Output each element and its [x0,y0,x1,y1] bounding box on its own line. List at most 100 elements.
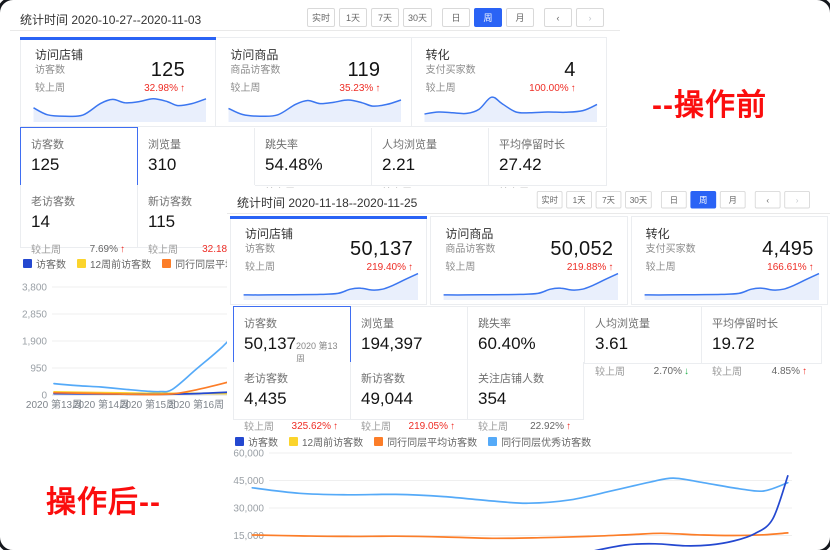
stat-label: 访客数 [31,139,64,151]
time-button-30day[interactable]: 30天 [402,8,432,27]
stat-value: 19.72 [712,334,755,353]
stat-cell-views-per-visitor[interactable]: 人均浏览量 2.21 较上周 46.65%↓ [372,128,489,199]
svg-text:45,000: 45,000 [233,476,264,487]
stat-cell-visitors[interactable]: 访客数 50,137 2020 第13周 较上周 219.40%↑ [233,306,351,389]
stat-value: 27.42 [499,155,542,174]
stat-cell-shop-followers[interactable]: 关注店铺人数 354 较上周 22.92% ↑ [467,362,584,433]
legend-swatch-icon [77,259,86,268]
overview-card-shop-visits[interactable]: 访问店铺 访客数 50,137 较上周 219.40% ↑ [230,216,428,305]
stat-cell-bounce-rate[interactable]: 跳失率 60.40% 较上周 0.60%↓ [468,307,585,378]
change-percent: 32.18% [202,244,236,255]
time-button-month[interactable]: 月 [719,191,746,209]
card-title: 转化 [425,48,450,62]
time-button-day[interactable]: 日 [660,191,687,209]
metric-label: 支付买家数 [645,244,696,255]
vs-label: 较上周 [35,83,65,94]
stat-cell-returning-visitors[interactable]: 老访客数 4,435 较上周 325.62% ↑ [233,362,350,433]
change-percent: 2.70% [653,366,682,377]
up-arrow-icon: ↑ [408,262,413,273]
metric-label: 商品访客数 [230,65,281,76]
stat-cell-avg-stay-time[interactable]: 平均停留时长 27.42 较上周 99.55%↑ [489,128,606,199]
vs-label: 较上周 [712,366,742,378]
stat-cell-visitors[interactable]: 访客数 125 较上周 32.98%↑ [20,127,138,199]
change-percent: 219.40% [366,262,406,273]
svg-text:60,000: 60,000 [233,449,264,460]
time-button-30day[interactable]: 30天 [625,191,652,209]
time-range-toolbar: 实时 1天 7天 30天 日 周 月 ‹ › [533,191,810,209]
trend-chart-after: 60,000 45,000 30,000 15,000 [233,449,792,550]
period-header: 统计时间 2020-11-18--2020-11-25 实时 1天 7天 30天… [227,188,830,214]
stats-row-1: 访客数 50,137 2020 第13周 较上周 219.40%↑ 浏览量 19… [233,306,822,389]
stat-cell-pageviews[interactable]: 浏览量 310 较上周 22.50%↓ [138,128,255,199]
legend-swatch-icon [374,437,384,446]
stat-label: 新访客数 [148,196,192,208]
legend-label: 同行同层平均访客数 [387,438,478,449]
legend-swatch-icon [23,259,32,268]
time-button-7day[interactable]: 7天 [595,191,622,209]
stat-cell-pageviews[interactable]: 浏览量 194,397 较上周 214.51%↑ [351,307,468,378]
legend-item-visitors[interactable]: 访客数 [23,256,66,271]
prev-period-button[interactable]: ‹ [544,8,572,27]
stat-cell-returning-visitors[interactable]: 老访客数 14 较上周 7.69% ↑ [21,185,138,256]
time-button-week[interactable]: 周 [474,8,502,27]
overview-card-product-visits[interactable]: 访问商品 商品访客数 119 较上周 35.23% ↑ [216,38,412,126]
stat-label: 关注店铺人数 [478,373,544,385]
stat-value: 14 [31,212,50,231]
overview-card-shop-visits[interactable]: 访问店铺 访客数 125 较上周 32.98% ↑ [19,37,217,126]
card-title: 访问店铺 [245,227,294,241]
legend-item-peer-average[interactable]: 同行同层平均访客数 [162,256,265,271]
change-percent: 22.92% [530,421,564,432]
legend-label: 同行同层优秀访客数 [501,438,592,449]
stat-label: 浏览量 [361,318,394,330]
svg-text:2020 第14周: 2020 第14周 [73,398,129,411]
sparkline-chart [33,98,207,122]
stat-label: 浏览量 [148,139,181,151]
legend-item-12weeks-ago[interactable]: 12周前访客数 [77,256,151,271]
svg-text:1,900: 1,900 [22,337,47,348]
metric-value: 4 [564,59,576,81]
stat-value: 115 [148,212,176,231]
time-button-day[interactable]: 日 [442,8,470,27]
time-button-realtime[interactable]: 实时 [536,191,563,209]
stat-label: 访客数 [244,318,277,330]
card-title: 访问店铺 [35,48,84,62]
stat-cell-views-per-visitor[interactable]: 人均浏览量 3.61 较上周 2.70% ↓ [585,307,702,378]
change-percent: 4.85% [771,366,800,377]
overview-card-conversion[interactable]: 转化 支付买家数 4,495 较上周 166.61% ↑ [630,216,828,305]
up-arrow-icon: ↑ [808,262,814,273]
time-button-month[interactable]: 月 [506,8,534,27]
next-period-button[interactable]: › [576,8,604,27]
vs-label: 较上周 [645,262,676,273]
period-label: 2020 第13周 [296,341,338,364]
overview-card-product-visits[interactable]: 访问商品 商品访客数 50,052 较上周 219.88% ↑ [430,216,628,305]
legend-item-peer-average[interactable]: 同行同层平均访客数 [374,434,477,449]
time-range-toolbar: 实时 1天 7天 30天 日 周 月 ‹ › [303,8,604,27]
metric-value: 50,052 [550,238,614,260]
stat-cell-new-visitors[interactable]: 新访客数 49,044 较上周 219.05% ↑ [350,362,467,433]
next-period-button[interactable]: › [784,191,810,209]
overview-card-conversion[interactable]: 转化 支付买家数 4 较上周 100.00% ↑ [412,38,606,126]
prev-period-button[interactable]: ‹ [754,191,781,209]
time-button-1day[interactable]: 1天 [566,191,592,209]
stat-value: 3.61 [595,334,629,353]
time-button-1day[interactable]: 1天 [338,8,367,27]
svg-text:2020 第15周: 2020 第15周 [120,398,176,411]
stat-label: 老访客数 [244,373,288,385]
card-title: 访问商品 [230,48,279,62]
change-percent: 32.98% [144,83,178,94]
svg-text:15,000: 15,000 [233,531,264,542]
legend-item-visitors[interactable]: 访客数 [235,434,278,449]
time-button-realtime[interactable]: 实时 [306,8,335,27]
stat-cell-bounce-rate[interactable]: 跳失率 54.48% 较上周 25.14%↑ [255,128,372,199]
legend-swatch-icon [289,437,298,446]
stat-label: 跳失率 [478,318,511,330]
vs-label: 较上周 [245,262,275,273]
stat-cell-avg-stay-time[interactable]: 平均停留时长 19.72 较上周 4.85% ↑ [702,307,819,378]
metric-label: 访客数 [245,244,275,255]
legend-item-12weeks-ago[interactable]: 12周前访客数 [289,434,363,449]
legend-item-peer-best[interactable]: 同行同层优秀访客数 [488,434,591,449]
time-button-week[interactable]: 周 [690,191,717,209]
statistics-period-title: 统计时间 2020-10-27--2020-11-03 [20,13,202,27]
time-button-7day[interactable]: 7天 [370,8,399,27]
panel-after-operation: 统计时间 2020-11-18--2020-11-25 实时 1天 7天 30天… [227,188,830,550]
